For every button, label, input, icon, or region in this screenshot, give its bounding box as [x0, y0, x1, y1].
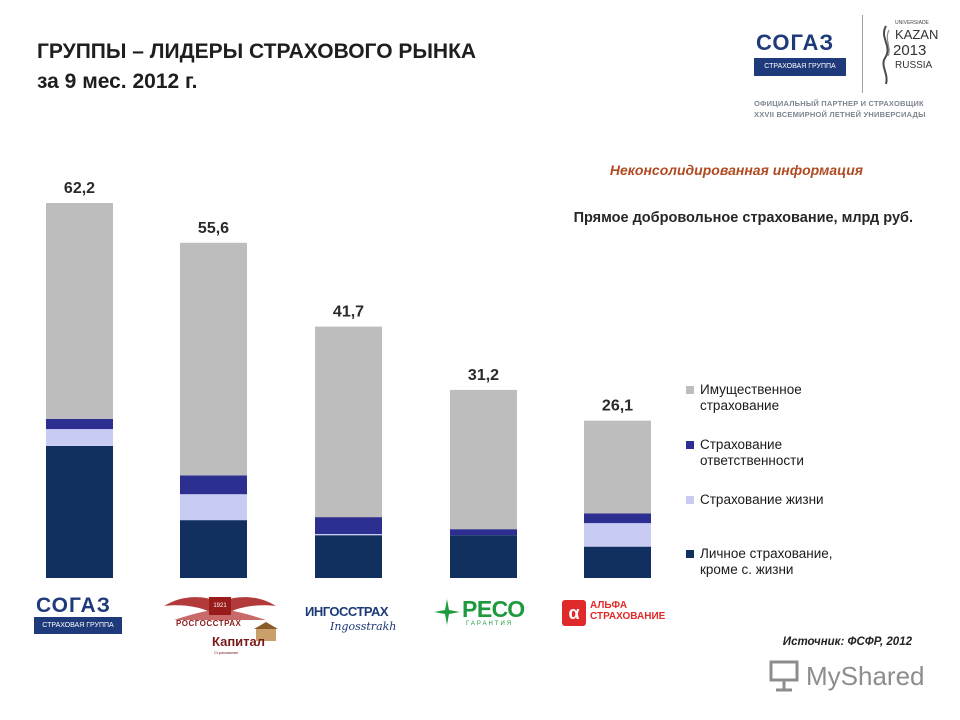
reso-subtitle: ГАРАНТИЯ: [466, 621, 514, 627]
bar-segment-1-series-3: [46, 418, 113, 430]
bar-segment-2-series-4: [180, 242, 247, 476]
eagle-wings-icon: [164, 597, 276, 620]
bar-segment-3-series-2: [315, 533, 382, 536]
ingosstrakh-logo: ИНГОССТРАХ Ingosstrakh: [300, 600, 400, 640]
alfa-wordmark-line-2: СТРАХОВАНИЕ: [590, 611, 666, 622]
bar-segment-2-series-3: [180, 475, 247, 495]
ingos-wordmark: ИНГОССТРАХ: [305, 604, 389, 619]
legend-swatch-3: [686, 496, 694, 504]
bar-total-label-2: 55,6: [198, 220, 229, 237]
universiade-flame-icon: [882, 25, 890, 85]
legend-label-1: Имущественное страхование: [700, 382, 880, 414]
universiade-label: UNIVERSIADE: [895, 20, 929, 26]
bar-segment-3-series-3: [315, 517, 382, 534]
myshared-watermark: MyShared: [768, 658, 928, 694]
universiade-city: KAZAN: [895, 27, 939, 42]
kapital-wordmark: Капитал: [212, 634, 266, 649]
kapital-building-icon: [254, 622, 278, 641]
data-note: Неконсолидированная информация: [609, 162, 863, 178]
bar-total-label-4: 31,2: [468, 367, 499, 384]
bar-segment-5-series-1: [584, 546, 651, 578]
bar-total-label-1: 62,2: [64, 180, 95, 197]
legend-label-4: Личное страхование, кроме с. жизни: [700, 546, 880, 578]
svg-text:α: α: [568, 603, 579, 623]
rgs-year-badge: 1921: [209, 597, 231, 615]
sogaz-company-subtitle: СТРАХОВАЯ ГРУППА: [34, 617, 122, 634]
legend-label-2-line-1: Страхование: [700, 437, 783, 452]
legend-label-2-line-2: ответственности: [700, 453, 804, 468]
title-line-2: за 9 мес. 2012 г.: [37, 70, 198, 93]
alfastrakhovanie-logo: α АЛЬФА СТРАХОВАНИЕ: [560, 598, 680, 632]
bar-segment-5-series-3: [584, 513, 651, 524]
bar-segment-4-series-4: [450, 389, 517, 530]
bar-segment-1-series-4: [46, 203, 113, 419]
partner-caption: ОФИЦИАЛЬНЫЙ ПАРТНЕР И СТРАХОВЩИК XXVII В…: [754, 98, 926, 120]
sogaz-header-logo: СОГАЗ СТРАХОВАЯ ГРУППА: [752, 28, 848, 82]
bar-segment-3-series-1: [315, 535, 382, 578]
legend-label-3: Страхование жизни: [700, 492, 880, 508]
header-divider: [862, 15, 863, 93]
bar-segment-2-series-1: [180, 520, 247, 578]
legend-label-4-line-2: кроме с. жизни: [700, 562, 794, 577]
bar-segment-1-series-2: [46, 429, 113, 446]
kapital-subtitle: Страхование: [214, 650, 239, 655]
bar-total-label-5: 26,1: [602, 398, 633, 415]
title-line-1: ГРУППЫ – ЛИДЕРЫ СТРАХОВОГО РЫНКА: [37, 40, 477, 63]
rosgosstrakh-kapital-logo: 1921 РОСГОССТРАХ Капитал Страхование: [150, 590, 290, 660]
sogaz-company-logo: СОГАЗ СТРАХОВАЯ ГРУППА: [32, 592, 124, 638]
legend-label-1-line-2: страхование: [700, 398, 780, 413]
page-title: ГРУППЫ – ЛИДЕРЫ СТРАХОВОГО РЫНКА за 9 ме…: [37, 37, 476, 97]
sogaz-logo-subtitle: СТРАХОВАЯ ГРУППА: [754, 58, 846, 76]
legend-label-1-line-1: Имущественное: [700, 382, 802, 397]
bar-segment-2-series-2: [180, 494, 247, 521]
source-note: Источник: ФСФР, 2012: [782, 636, 912, 648]
legend-label-2: Страхование ответственности: [700, 437, 880, 469]
partner-line-1: ОФИЦИАЛЬНЫЙ ПАРТНЕР И СТРАХОВЩИК: [754, 99, 924, 108]
watermark-text: MyShared: [806, 661, 925, 691]
chart-title: Прямое добровольное страхование, млрд ру…: [573, 210, 913, 226]
legend-swatch-2: [686, 441, 694, 449]
legend-label-3-line-1: Страхование жизни: [700, 492, 824, 507]
sogaz-company-word: СОГАЗ: [36, 594, 111, 617]
bar-total-label-3: 41,7: [333, 304, 364, 321]
reso-wordmark: РЕСО: [462, 596, 525, 622]
universiade-country: RUSSIA: [895, 60, 933, 71]
bar-segment-4-series-3: [450, 529, 517, 536]
bar-segment-4-series-1: [450, 535, 517, 578]
partner-line-2: XXVII ВСЕМИРНОЙ ЛЕТНЕЙ УНИВЕРСИАДЫ: [754, 110, 926, 119]
alfa-letter-icon: α: [562, 600, 586, 626]
sogaz-logo-word: СОГАЗ: [756, 30, 835, 55]
bar-segment-5-series-4: [584, 420, 651, 514]
bar-segment-5-series-2: [584, 523, 651, 547]
bar-segment-1-series-1: [46, 445, 113, 578]
reso-logo: РЕСО ГАРАНТИЯ: [430, 595, 534, 635]
alfa-wordmark-line-1: АЛЬФА: [590, 600, 628, 611]
universiade-year: 2013: [893, 42, 927, 59]
ingos-script: Ingosstrakh: [330, 620, 397, 633]
universiade-logo: UNIVERSIADE KAZAN 2013 RUSSIA: [873, 20, 943, 92]
legend-label-4-line-1: Личное страхование,: [700, 546, 833, 561]
presentation-board-icon: [769, 660, 799, 692]
legend-swatch-1: [686, 386, 694, 394]
rgs-wordmark: РОСГОССТРАХ: [176, 619, 242, 628]
legend-swatch-4: [686, 550, 694, 558]
reso-leaf-icon: [434, 599, 460, 625]
bar-segment-3-series-4: [315, 326, 382, 518]
